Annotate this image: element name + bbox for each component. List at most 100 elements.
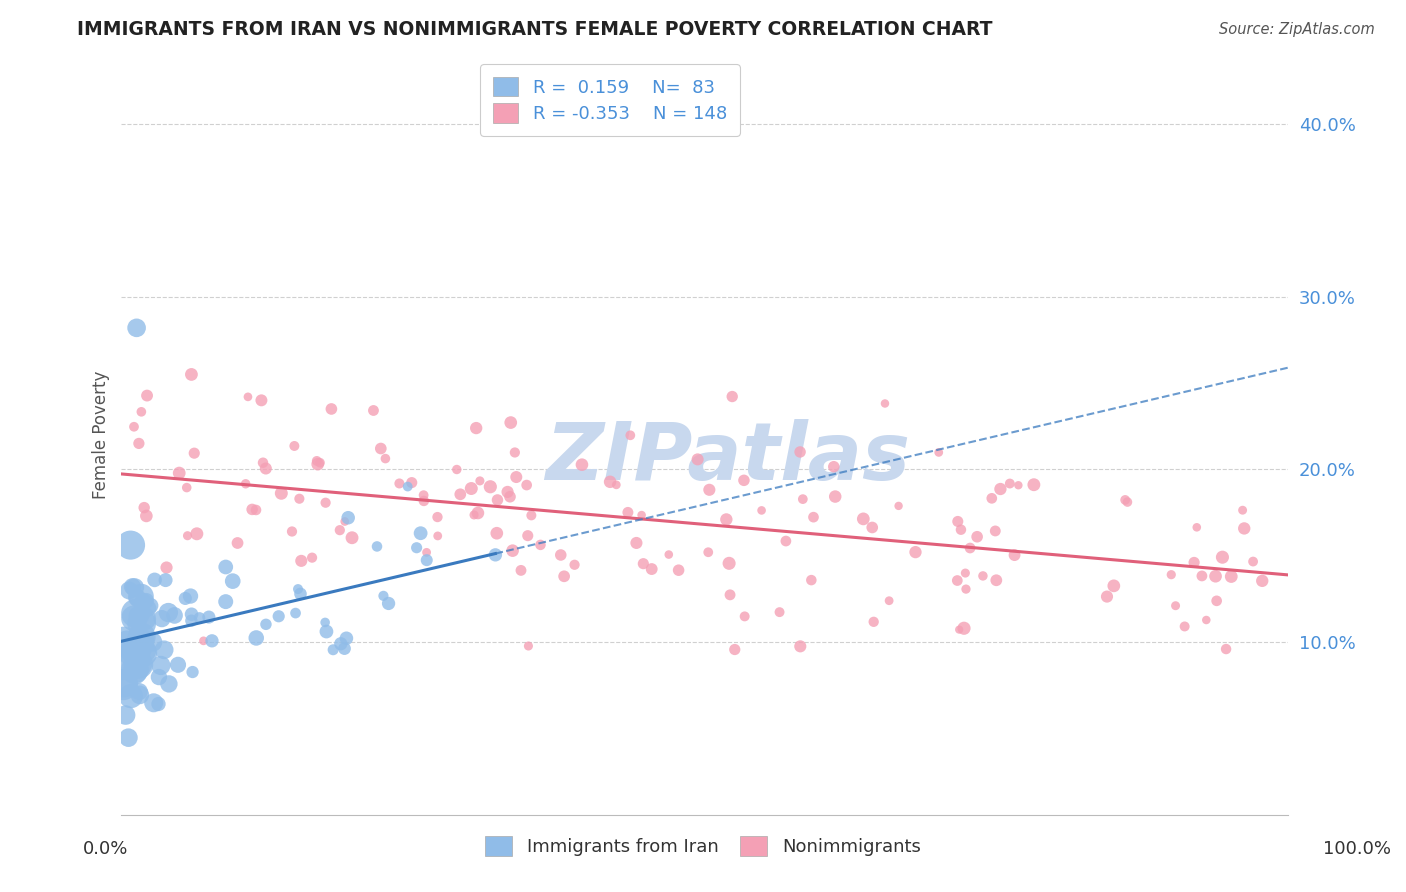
Point — [949, 523, 972, 537]
Point — [270, 486, 292, 500]
Point — [136, 601, 159, 615]
Point — [699, 483, 721, 497]
Point — [928, 445, 950, 459]
Point — [157, 606, 180, 620]
Point — [1004, 548, 1026, 562]
Point — [288, 491, 311, 506]
Point — [201, 633, 224, 648]
Point — [215, 560, 238, 574]
Point — [955, 582, 977, 596]
Point — [426, 510, 449, 524]
Point — [803, 510, 825, 524]
Point — [125, 591, 148, 605]
Point — [155, 560, 177, 574]
Point — [174, 591, 197, 606]
Point — [486, 492, 509, 507]
Point — [718, 588, 741, 602]
Point — [132, 595, 155, 609]
Point — [176, 481, 198, 495]
Point — [668, 563, 690, 577]
Point — [157, 677, 180, 691]
Point — [267, 609, 290, 624]
Point — [415, 545, 437, 559]
Point — [467, 506, 489, 520]
Point — [153, 642, 176, 657]
Point — [860, 520, 883, 534]
Point — [686, 452, 709, 467]
Point — [322, 642, 344, 657]
Point — [946, 515, 969, 529]
Point — [1232, 503, 1254, 517]
Point — [120, 538, 142, 552]
Point — [149, 658, 172, 673]
Point — [150, 612, 173, 626]
Point — [619, 428, 641, 442]
Point — [290, 554, 312, 568]
Point — [986, 574, 1008, 588]
Point — [120, 644, 142, 658]
Point — [128, 436, 150, 450]
Point — [1022, 477, 1045, 491]
Point — [520, 508, 543, 523]
Point — [626, 536, 648, 550]
Point — [128, 657, 150, 672]
Point — [449, 487, 471, 501]
Point — [768, 605, 790, 619]
Point — [824, 490, 846, 504]
Point — [135, 508, 157, 523]
Point — [605, 478, 627, 492]
Point — [503, 445, 526, 459]
Point — [479, 480, 502, 494]
Point — [1205, 594, 1227, 608]
Point — [215, 594, 238, 608]
Point — [658, 548, 681, 562]
Point — [633, 557, 655, 571]
Point — [167, 466, 190, 480]
Point — [716, 512, 738, 526]
Point — [959, 541, 981, 555]
Point — [124, 607, 146, 621]
Point — [426, 529, 449, 543]
Point — [564, 558, 586, 572]
Point — [132, 646, 155, 660]
Point — [775, 534, 797, 549]
Point — [240, 502, 263, 516]
Point — [718, 557, 741, 571]
Point — [290, 587, 312, 601]
Point — [120, 689, 142, 703]
Point — [1174, 619, 1197, 633]
Point — [1191, 569, 1213, 583]
Point — [122, 611, 145, 625]
Point — [281, 524, 304, 539]
Point — [734, 609, 756, 624]
Point — [226, 536, 249, 550]
Point — [873, 396, 896, 410]
Point — [167, 657, 190, 672]
Point — [314, 615, 336, 630]
Point — [1233, 521, 1256, 535]
Point — [800, 573, 823, 587]
Point — [516, 529, 538, 543]
Point — [122, 419, 145, 434]
Point — [401, 475, 423, 490]
Point — [862, 615, 884, 629]
Point — [1185, 520, 1208, 534]
Point — [198, 610, 221, 624]
Point — [315, 496, 337, 510]
Point — [124, 665, 146, 680]
Point — [955, 566, 977, 580]
Point — [163, 608, 186, 623]
Point — [1251, 574, 1274, 588]
Point — [128, 641, 150, 656]
Point — [283, 439, 305, 453]
Point — [254, 461, 277, 475]
Point — [751, 503, 773, 517]
Point — [315, 624, 337, 639]
Point — [132, 644, 155, 658]
Point — [181, 665, 204, 679]
Point — [111, 660, 134, 674]
Point — [599, 475, 621, 489]
Point — [1220, 569, 1243, 583]
Point — [131, 405, 153, 419]
Point — [412, 488, 434, 502]
